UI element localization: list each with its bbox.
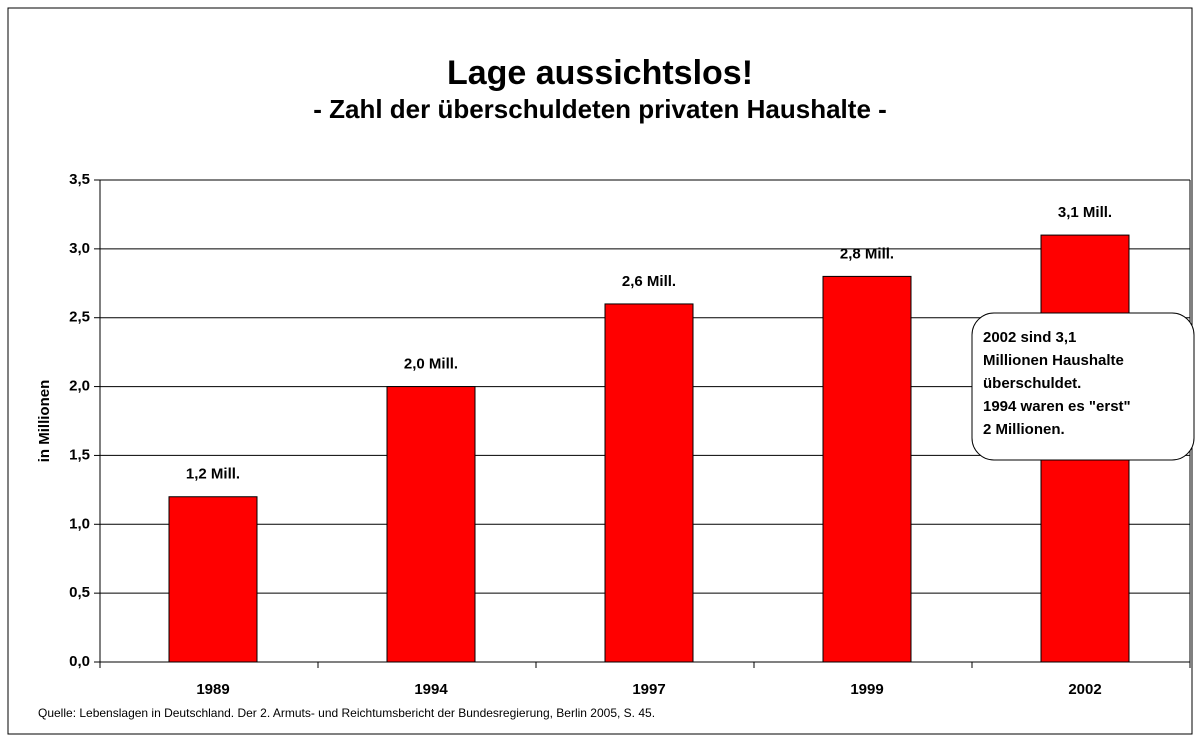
bar bbox=[168, 496, 258, 663]
bar bbox=[822, 275, 912, 663]
bar bbox=[604, 303, 694, 663]
data-label: 1,2 Mill. bbox=[186, 466, 240, 483]
data-label: 2,0 Mill. bbox=[404, 356, 458, 373]
x-tick-label: 1989 bbox=[196, 681, 229, 698]
y-tick-label: 2,0 bbox=[69, 378, 90, 395]
bar bbox=[386, 386, 476, 663]
annotation-line: 2 Millionen. bbox=[983, 421, 1065, 438]
x-tick-label: 1999 bbox=[850, 681, 883, 698]
x-tick-label: 1997 bbox=[632, 681, 665, 698]
annotation-line: überschuldet. bbox=[983, 375, 1081, 392]
data-label: 2,6 Mill. bbox=[622, 273, 676, 290]
x-tick-label: 1994 bbox=[414, 681, 448, 698]
y-tick-label: 3,0 bbox=[69, 240, 90, 257]
y-tick-label: 1,0 bbox=[69, 515, 90, 532]
chart-subtitle: - Zahl der überschuldeten privaten Haush… bbox=[313, 94, 887, 124]
y-tick-label: 2,5 bbox=[69, 309, 90, 326]
y-axis-label: in Millionen bbox=[36, 380, 53, 463]
data-label: 3,1 Mill. bbox=[1058, 204, 1112, 221]
y-tick-label: 1,5 bbox=[69, 446, 90, 463]
annotation-line: 2002 sind 3,1 bbox=[983, 329, 1076, 346]
source: Quelle: Lebenslagen in Deutschland. Der … bbox=[38, 706, 655, 720]
chart-title: Lage aussichtslos! bbox=[447, 54, 753, 92]
y-tick-label: 3,5 bbox=[69, 171, 90, 188]
data-label: 2,8 Mill. bbox=[840, 245, 894, 262]
y-tick-label: 0,0 bbox=[69, 653, 90, 670]
annotation-line: 1994 waren es "erst" bbox=[983, 398, 1131, 415]
annotation-line: Millionen Haushalte bbox=[983, 352, 1124, 369]
annotation-box bbox=[971, 312, 1195, 461]
y-tick-label: 0,5 bbox=[69, 584, 90, 601]
x-tick-label: 2002 bbox=[1068, 681, 1101, 698]
